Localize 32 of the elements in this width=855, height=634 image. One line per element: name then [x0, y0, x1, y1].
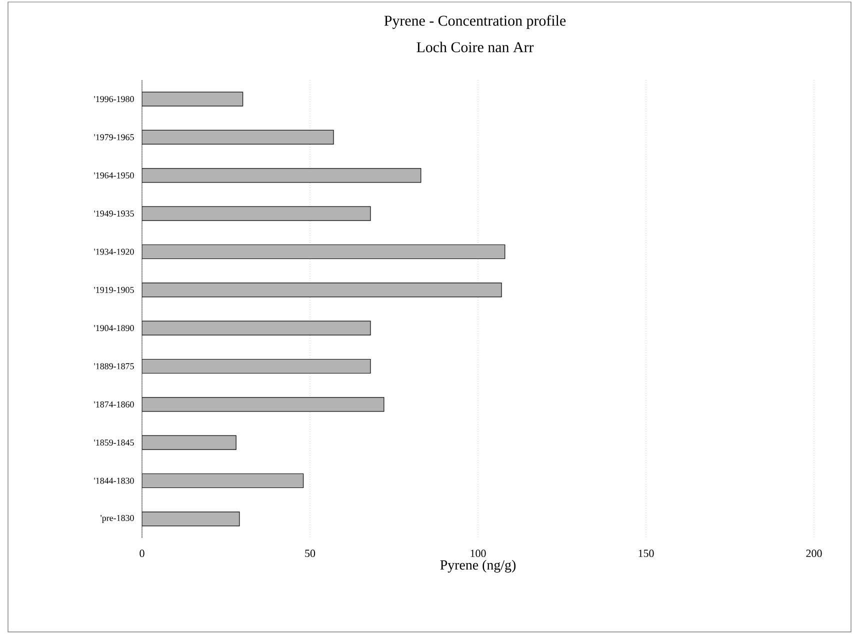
bar	[142, 397, 384, 412]
bar	[142, 168, 422, 183]
y-tick-label: '1979-1965	[94, 134, 134, 140]
x-axis-title: Pyrene (ng/g)	[440, 560, 516, 573]
y-tick-label: '1996-1980	[94, 96, 134, 102]
bar	[142, 92, 244, 106]
chart-subtitle: Loch Coire nan Arr	[416, 42, 534, 52]
bar	[142, 512, 240, 526]
x-tick-label: 100	[470, 550, 486, 558]
y-tick-label: '1919-1905	[94, 286, 134, 293]
bar	[142, 282, 502, 298]
x-tick-label: 50	[305, 550, 316, 558]
bar	[142, 130, 334, 145]
bar	[142, 358, 371, 374]
y-tick-label: '1904-1890	[94, 325, 134, 332]
x-tick-label: 150	[638, 550, 654, 558]
y-tick-label: '1874-1860	[94, 401, 134, 408]
bar	[142, 206, 371, 221]
x-tick-label: 0	[140, 550, 144, 558]
x-tick-label: 200	[806, 550, 822, 558]
bar	[142, 320, 371, 336]
y-tick-label: '1964-1950	[94, 172, 134, 178]
y-tick-label: 'pre-1830	[100, 514, 134, 523]
y-tick-label: '1889-1875	[94, 363, 134, 370]
bar	[142, 473, 304, 488]
y-tick-label: '1844-1830	[94, 478, 134, 484]
y-tick-label: '1949-1935	[94, 210, 134, 217]
bar	[142, 435, 236, 450]
y-tick-label: '1859-1845	[94, 440, 134, 446]
bar	[142, 244, 506, 260]
y-tick-label: '1934-1920	[94, 248, 134, 255]
chart-title: Pyrene - Concentration profile	[384, 15, 566, 29]
